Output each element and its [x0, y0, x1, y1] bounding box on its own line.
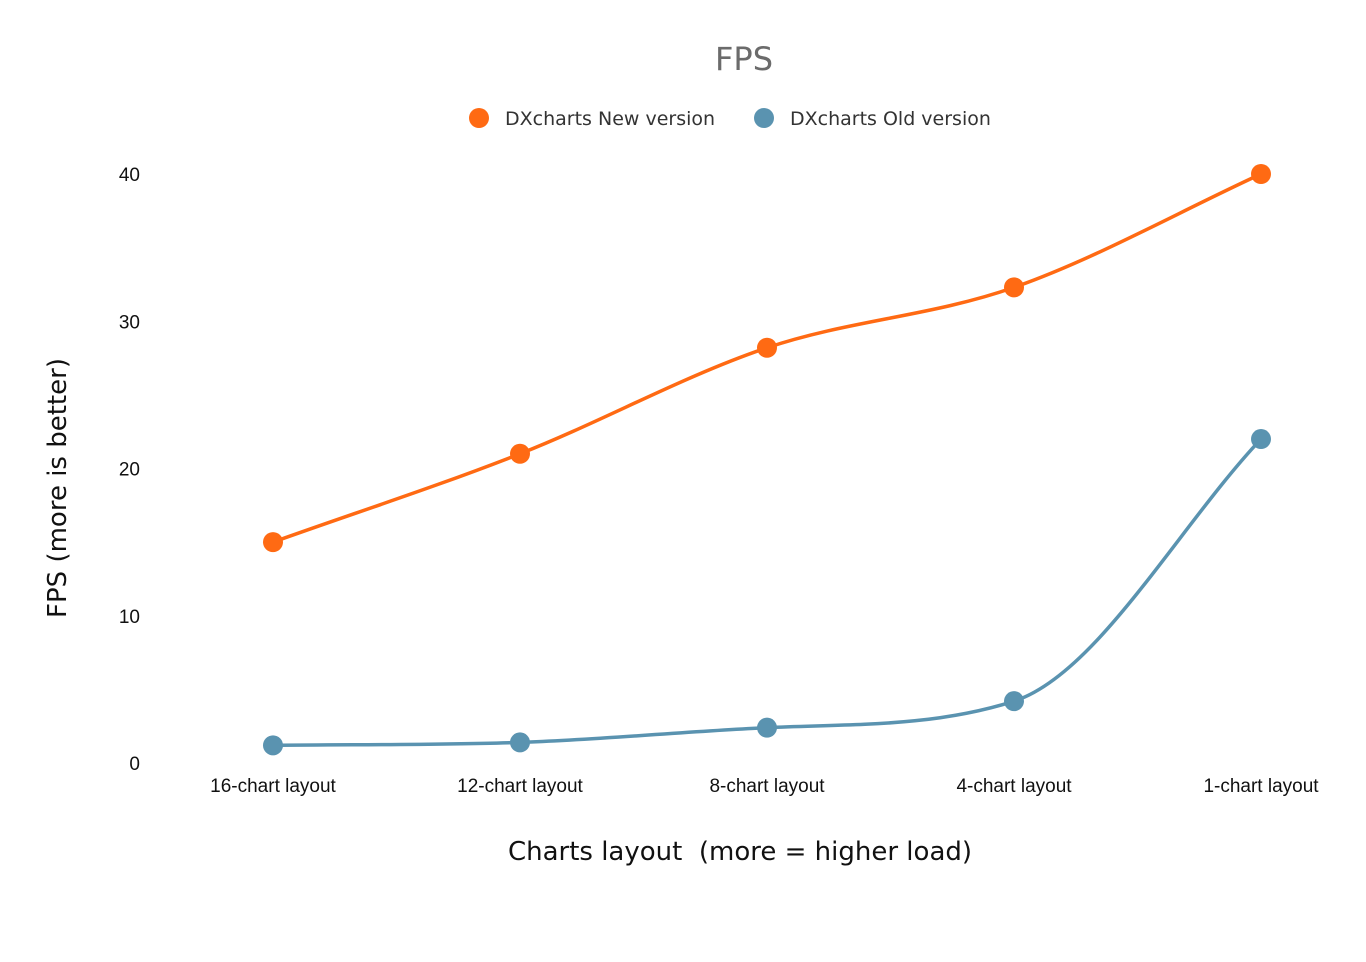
x-axis-label: Charts layout (more = higher load)	[508, 837, 972, 867]
series-line-0	[271, 172, 1263, 544]
y-tick-label: 30	[119, 312, 140, 333]
x-tick-label: 4-chart layout	[956, 776, 1072, 797]
legend: DXcharts New version DXcharts Old version	[469, 108, 991, 130]
data-point-series-1-4	[1251, 429, 1271, 450]
data-point-series-0-2	[757, 337, 777, 358]
data-point-series-1-3	[1004, 691, 1024, 712]
y-tick-label: 40	[119, 165, 140, 186]
x-tick-label: 1-chart layout	[1203, 776, 1319, 797]
data-point-series-1-1	[510, 732, 530, 753]
y-tick-label: 20	[119, 460, 140, 481]
data-point-series-0-4	[1251, 164, 1271, 184]
data-point-series-0-0	[263, 532, 283, 553]
series-lines	[271, 172, 1263, 748]
data-point-series-0-1	[510, 443, 530, 464]
x-axis-ticks: 16-chart layout 12-chart layout 8-chart la…	[210, 776, 1319, 797]
x-tick-label: 8-chart layout	[709, 776, 825, 797]
legend-marker-1	[754, 108, 774, 128]
legend-label-1: DXcharts Old version	[790, 108, 991, 130]
y-axis-ticks: 0 10 20 30 40	[119, 165, 140, 775]
data-point-series-1-0	[263, 735, 283, 756]
legend-marker-0	[469, 108, 489, 128]
chart-title: FPS	[715, 40, 773, 78]
data-point-series-1-2	[757, 717, 777, 738]
legend-label-0: DXcharts New version	[505, 108, 715, 130]
series-line-1	[271, 437, 1263, 748]
data-point-series-0-3	[1004, 277, 1024, 298]
x-tick-label: 16-chart layout	[210, 776, 336, 797]
y-tick-label: 0	[129, 754, 140, 775]
x-tick-label: 12-chart layout	[457, 776, 583, 797]
y-axis-label: FPS (more is better)	[43, 358, 73, 618]
series-points	[263, 164, 1271, 756]
y-tick-label: 10	[119, 607, 140, 628]
